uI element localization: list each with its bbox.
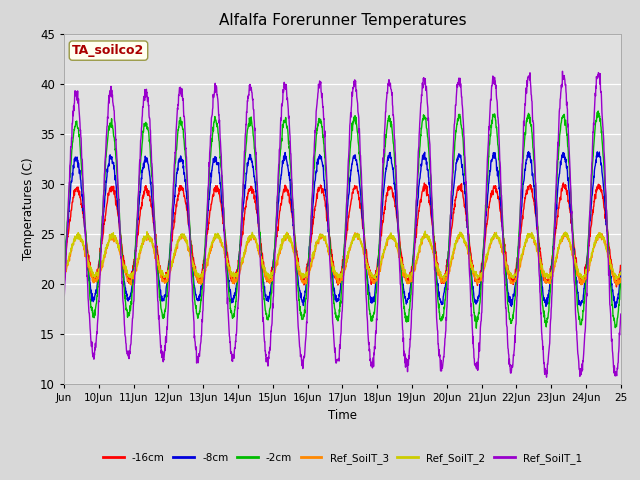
-8cm [611, 305, 619, 311]
Ref_SoilT_2 [617, 269, 625, 275]
Line: Ref_SoilT_2: Ref_SoilT_2 [64, 231, 621, 280]
Ref_SoilT_1 [262, 359, 270, 365]
-8cm [584, 251, 591, 257]
-16cm [262, 274, 270, 279]
-8cm [201, 246, 209, 252]
-16cm [353, 185, 361, 191]
-2cm [60, 270, 68, 276]
Ref_SoilT_3 [584, 271, 591, 277]
Ref_SoilT_3 [60, 273, 68, 279]
Ref_SoilT_1 [543, 374, 550, 380]
Ref_SoilT_2 [587, 254, 595, 260]
Ref_SoilT_1 [201, 263, 209, 268]
Ref_SoilT_3 [595, 230, 603, 236]
-16cm [612, 284, 620, 290]
Ref_SoilT_2 [353, 232, 361, 238]
-2cm [472, 325, 480, 331]
Ref_SoilT_1 [584, 269, 591, 275]
-8cm [241, 193, 248, 199]
-2cm [241, 164, 248, 170]
-8cm [60, 266, 68, 272]
-16cm [617, 264, 625, 270]
Ref_SoilT_1 [617, 311, 625, 317]
-2cm [353, 126, 361, 132]
Ref_SoilT_1 [60, 292, 68, 298]
Ref_SoilT_3 [587, 256, 595, 262]
-8cm [262, 298, 270, 303]
Ref_SoilT_3 [241, 252, 248, 257]
Ref_SoilT_3 [617, 278, 625, 284]
Ref_SoilT_1 [353, 96, 361, 102]
Ref_SoilT_2 [60, 271, 68, 276]
-16cm [60, 262, 68, 268]
Ref_SoilT_2 [262, 272, 270, 278]
-16cm [201, 251, 209, 256]
Ref_SoilT_1 [559, 68, 566, 74]
-2cm [584, 254, 591, 260]
-2cm [595, 108, 602, 114]
X-axis label: Time: Time [328, 408, 357, 421]
Line: -8cm: -8cm [64, 152, 621, 308]
Ref_SoilT_3 [353, 230, 361, 236]
-8cm [525, 149, 532, 155]
-2cm [617, 277, 625, 283]
Text: TA_soilco2: TA_soilco2 [72, 44, 145, 57]
-16cm [559, 180, 567, 186]
Ref_SoilT_1 [587, 185, 595, 191]
Title: Alfalfa Forerunner Temperatures: Alfalfa Forerunner Temperatures [219, 13, 466, 28]
-8cm [587, 214, 595, 219]
-8cm [617, 268, 625, 274]
-16cm [584, 253, 591, 259]
-2cm [587, 194, 595, 200]
Ref_SoilT_2 [201, 265, 209, 271]
Legend: -16cm, -8cm, -2cm, Ref_SoilT_3, Ref_SoilT_2, Ref_SoilT_1: -16cm, -8cm, -2cm, Ref_SoilT_3, Ref_Soil… [99, 449, 586, 468]
-2cm [201, 248, 209, 254]
Ref_SoilT_3 [262, 274, 270, 279]
Ref_SoilT_2 [440, 277, 447, 283]
Ref_SoilT_2 [241, 251, 248, 257]
Ref_SoilT_3 [127, 282, 135, 288]
Ref_SoilT_2 [421, 228, 429, 234]
Line: Ref_SoilT_3: Ref_SoilT_3 [64, 233, 621, 285]
-16cm [241, 212, 248, 217]
Y-axis label: Temperatures (C): Temperatures (C) [22, 157, 35, 260]
Line: -2cm: -2cm [64, 111, 621, 328]
Line: -16cm: -16cm [64, 183, 621, 287]
-16cm [587, 225, 595, 231]
Ref_SoilT_1 [241, 148, 248, 154]
-2cm [262, 312, 270, 317]
Ref_SoilT_2 [584, 264, 591, 270]
Line: Ref_SoilT_1: Ref_SoilT_1 [64, 71, 621, 377]
-8cm [353, 162, 361, 168]
Ref_SoilT_3 [202, 267, 209, 273]
